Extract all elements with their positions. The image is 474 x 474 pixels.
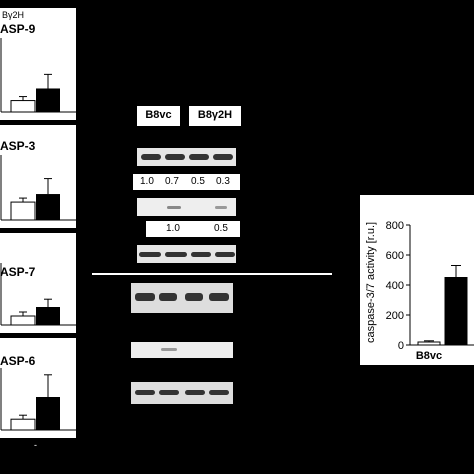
y-tick-label-400: 400 [386,280,404,292]
lane-label-b8g2h: B8γ2H [189,106,241,126]
caspase-panel-2: ASP-3 [0,125,76,228]
divider-line [92,273,332,275]
panel-bar-black [36,88,60,112]
panel-bar-white [10,315,36,326]
caspase-panel-4: ASP-6 [0,338,76,438]
blot-strip-3 [137,245,236,263]
x-label-partial: - [34,440,37,450]
y-tick-label-600: 600 [386,250,404,262]
blot-strip-2 [137,198,236,216]
activity-chart: 0 200 400 600 800 caspase-3/7 activity [r.u.]… [365,220,474,362]
panel-bar-black [36,307,60,325]
y-tick-label-800: 800 [386,220,404,232]
quant-2-1: 1.0 [166,223,180,234]
quant-row-2: 1.0 0.5 [146,221,240,237]
legend-label: Bγ2H [2,10,25,20]
blot-strip-4 [131,283,233,313]
panel-bar-black [36,194,60,220]
panel-bar-white [10,201,36,221]
activity-x-label-0: B8vc [416,350,442,362]
caspase-panel-3: ASP-7 [0,233,76,333]
activity-bar-1 [444,277,468,346]
caspase-panel-1: Bγ2H ASP-9 [0,8,76,120]
panel-label-1: ASP-9 [0,22,36,36]
panel-label-4: ASP-6 [0,354,36,368]
panel-bar-white [10,100,36,113]
panel-chart-2 [0,155,76,221]
panel-label-3: ASP-7 [0,265,36,279]
activity-y-label: caspase-3/7 activity [r.u.] [365,222,377,343]
quant-1-3: 0.5 [191,176,205,187]
panel-label-2: ASP-3 [0,139,36,153]
panel-chart-1 [0,38,76,113]
quant-1-1: 1.0 [140,176,154,187]
panel-chart-3 [0,263,76,326]
y-tick-label-200: 200 [386,310,404,322]
activity-chart-panel: 0 200 400 600 800 caspase-3/7 activity [r.u.]… [360,195,474,365]
quant-1-2: 0.7 [165,176,179,187]
panel-bar-white [10,418,36,431]
quant-2-2: 0.5 [214,223,228,234]
lane-label-b8vc: B8vc [137,106,180,126]
panel-chart-4 [0,368,76,431]
panel-bar-black [36,397,60,430]
quant-1-4: 0.3 [216,176,230,187]
blot-strip-6 [131,382,233,404]
y-tick-label-0: 0 [398,340,404,352]
quant-row-1: 1.0 0.7 0.5 0.3 [133,174,240,190]
blot-strip-5 [131,342,233,358]
blot-strip-1 [137,148,236,166]
activity-bar-0 [417,341,441,346]
